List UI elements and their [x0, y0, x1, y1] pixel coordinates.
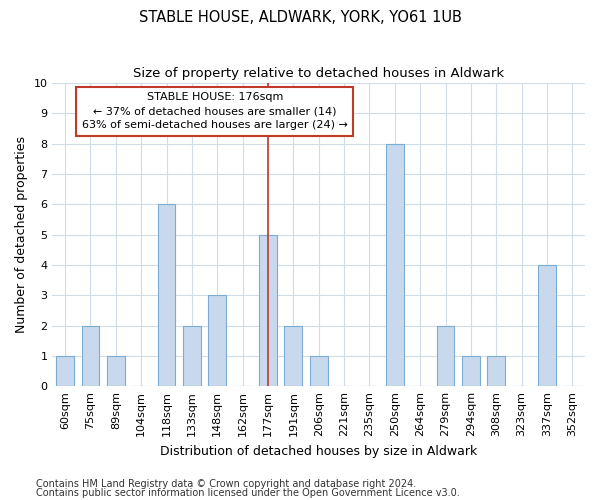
X-axis label: Distribution of detached houses by size in Aldwark: Distribution of detached houses by size …: [160, 444, 478, 458]
Bar: [158, 204, 175, 386]
Bar: [208, 295, 226, 386]
Bar: [310, 356, 328, 386]
Bar: [107, 356, 125, 386]
Bar: [538, 265, 556, 386]
Text: STABLE HOUSE: 176sqm
← 37% of detached houses are smaller (14)
63% of semi-detac: STABLE HOUSE: 176sqm ← 37% of detached h…: [82, 92, 348, 130]
Text: Contains public sector information licensed under the Open Government Licence v3: Contains public sector information licen…: [36, 488, 460, 498]
Bar: [56, 356, 74, 386]
Bar: [82, 326, 100, 386]
Bar: [437, 326, 454, 386]
Bar: [462, 356, 480, 386]
Bar: [183, 326, 201, 386]
Bar: [386, 144, 404, 386]
Title: Size of property relative to detached houses in Aldwark: Size of property relative to detached ho…: [133, 68, 504, 80]
Text: Contains HM Land Registry data © Crown copyright and database right 2024.: Contains HM Land Registry data © Crown c…: [36, 479, 416, 489]
Bar: [487, 356, 505, 386]
Bar: [284, 326, 302, 386]
Text: STABLE HOUSE, ALDWARK, YORK, YO61 1UB: STABLE HOUSE, ALDWARK, YORK, YO61 1UB: [139, 10, 461, 25]
Bar: [259, 234, 277, 386]
Y-axis label: Number of detached properties: Number of detached properties: [15, 136, 28, 333]
